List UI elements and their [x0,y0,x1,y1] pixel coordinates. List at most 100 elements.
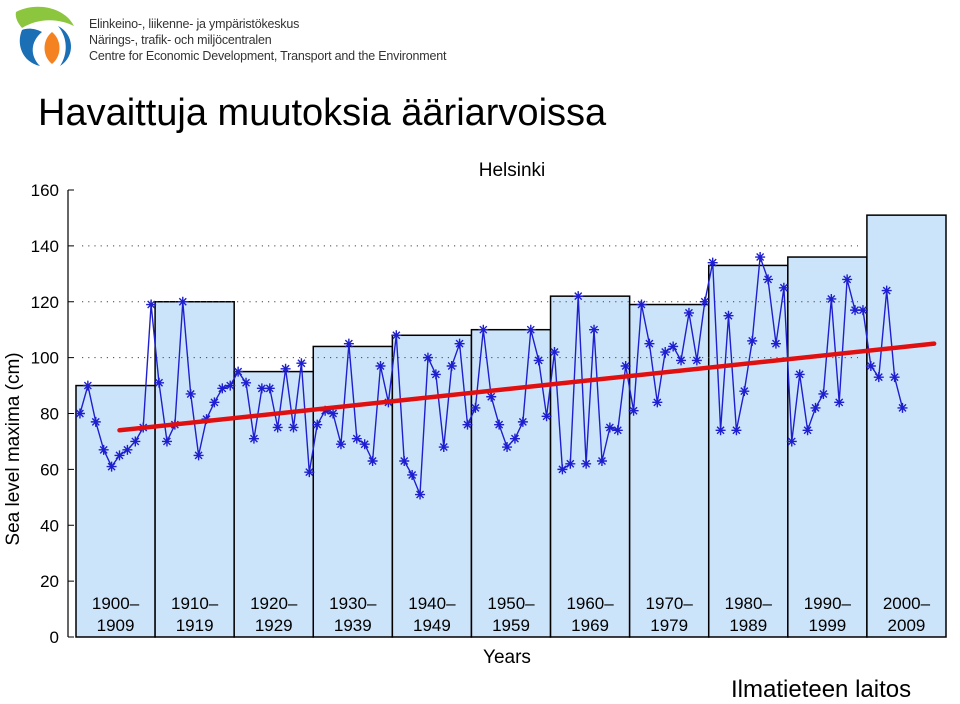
data-point-1911 [161,436,172,447]
y-tick-label-2: 40 [40,516,59,535]
data-point-1992 [802,425,813,436]
decade-label-top-2: 1920– [250,594,298,613]
data-point-1971 [636,299,647,310]
data-point-1904 [106,461,117,472]
data-point-1982 [723,310,734,321]
data-point-2002 [881,285,892,296]
decade-label-bottom-5: 1959 [492,616,530,635]
data-point-1987 [763,274,774,285]
data-point-1988 [770,338,781,349]
data-point-1956 [517,416,528,427]
data-point-1973 [652,397,663,408]
data-point-1974 [660,347,671,358]
data-point-1995 [826,293,837,304]
data-point-1969 [620,361,631,372]
data-point-1923 [256,383,267,394]
data-point-1965 [589,324,600,335]
data-point-1961 [557,464,568,475]
data-point-1913 [177,296,188,307]
data-point-1964 [581,458,592,469]
data-point-1993 [810,402,821,413]
decade-bar-6 [549,295,631,638]
decade-bar-9 [787,256,868,638]
data-point-1990 [786,436,797,447]
decade-label-top-0: 1900– [92,594,140,613]
decade-label-bottom-2: 1929 [255,616,293,635]
data-point-1951 [478,324,489,335]
footer-credit: Ilmatieteen laitos [731,676,912,703]
decade-label-bottom-6: 1969 [571,616,609,635]
data-point-1945 [430,369,441,380]
data-point-1989 [778,282,789,293]
data-point-1978 [691,355,702,366]
data-point-1981 [715,425,726,436]
data-point-1921 [241,377,252,388]
decade-label-bottom-4: 1949 [413,616,451,635]
data-point-1979 [699,296,710,307]
data-point-1919 [225,380,236,391]
logo-orange-drop [44,32,60,64]
x-axis-label: Years [483,647,531,668]
decade-bar-7 [628,303,710,638]
data-point-1998 [850,305,861,316]
decade-label-top-10: 2000– [883,594,931,613]
data-point-1935 [351,433,362,444]
data-point-1997 [842,274,853,285]
data-point-1972 [644,338,655,349]
y-tick-label-7: 140 [31,237,59,256]
data-point-1926 [280,363,291,374]
data-point-1954 [502,442,513,453]
y-tick-label-6: 120 [31,293,59,312]
decade-bar-5 [470,328,552,638]
data-point-1932 [328,408,339,419]
decade-label-top-3: 1930– [329,594,377,613]
decade-label-top-6: 1960– [566,594,614,613]
data-point-2001 [873,372,884,383]
data-point-1942 [407,469,418,480]
data-point-1976 [676,355,687,366]
data-point-2000 [865,361,876,372]
data-point-1915 [193,450,204,461]
data-point-1985 [747,335,758,346]
data-point-1914 [185,388,196,399]
y-tick-label-3: 60 [40,460,59,479]
data-point-1947 [446,361,457,372]
data-point-1936 [359,439,370,450]
y-axis-label: Sea level maxima (cm) [3,352,24,545]
data-point-1940 [391,330,402,341]
data-point-1968 [612,425,623,436]
page-title: Havaittuja muutoksia ääriarvoissa [38,92,607,134]
data-point-1928 [296,358,307,369]
data-point-1946 [438,442,449,453]
decade-label-bottom-9: 1999 [808,616,846,635]
data-point-1937 [367,455,378,466]
trend-line-segment [117,341,937,433]
data-point-1933 [335,439,346,450]
y-tick-label-0: 0 [50,628,59,647]
decade-label-bottom-7: 1979 [650,616,688,635]
data-point-2004 [897,402,908,413]
data-point-1955 [509,433,520,444]
data-point-1950 [470,402,481,413]
data-point-1966 [596,455,607,466]
data-point-1920 [233,366,244,377]
data-point-1986 [755,252,766,263]
logo-blue-arc [58,26,72,66]
data-point-1938 [375,361,386,372]
data-point-1958 [533,355,544,366]
data-point-1907 [130,436,141,447]
decade-label-bottom-10: 2009 [888,616,926,635]
data-point-1925 [272,422,283,433]
data-point-1903 [98,444,109,455]
data-point-1905 [114,450,125,461]
logo-blue-swoosh [19,28,42,66]
data-point-1953 [494,419,505,430]
data-point-1902 [90,416,101,427]
data-point-1967 [604,422,615,433]
decade-label-top-5: 1950– [487,594,535,613]
data-point-1934 [343,338,354,349]
data-point-1994 [818,388,829,399]
data-point-1996 [834,397,845,408]
chart-title: Helsinki [479,160,546,181]
